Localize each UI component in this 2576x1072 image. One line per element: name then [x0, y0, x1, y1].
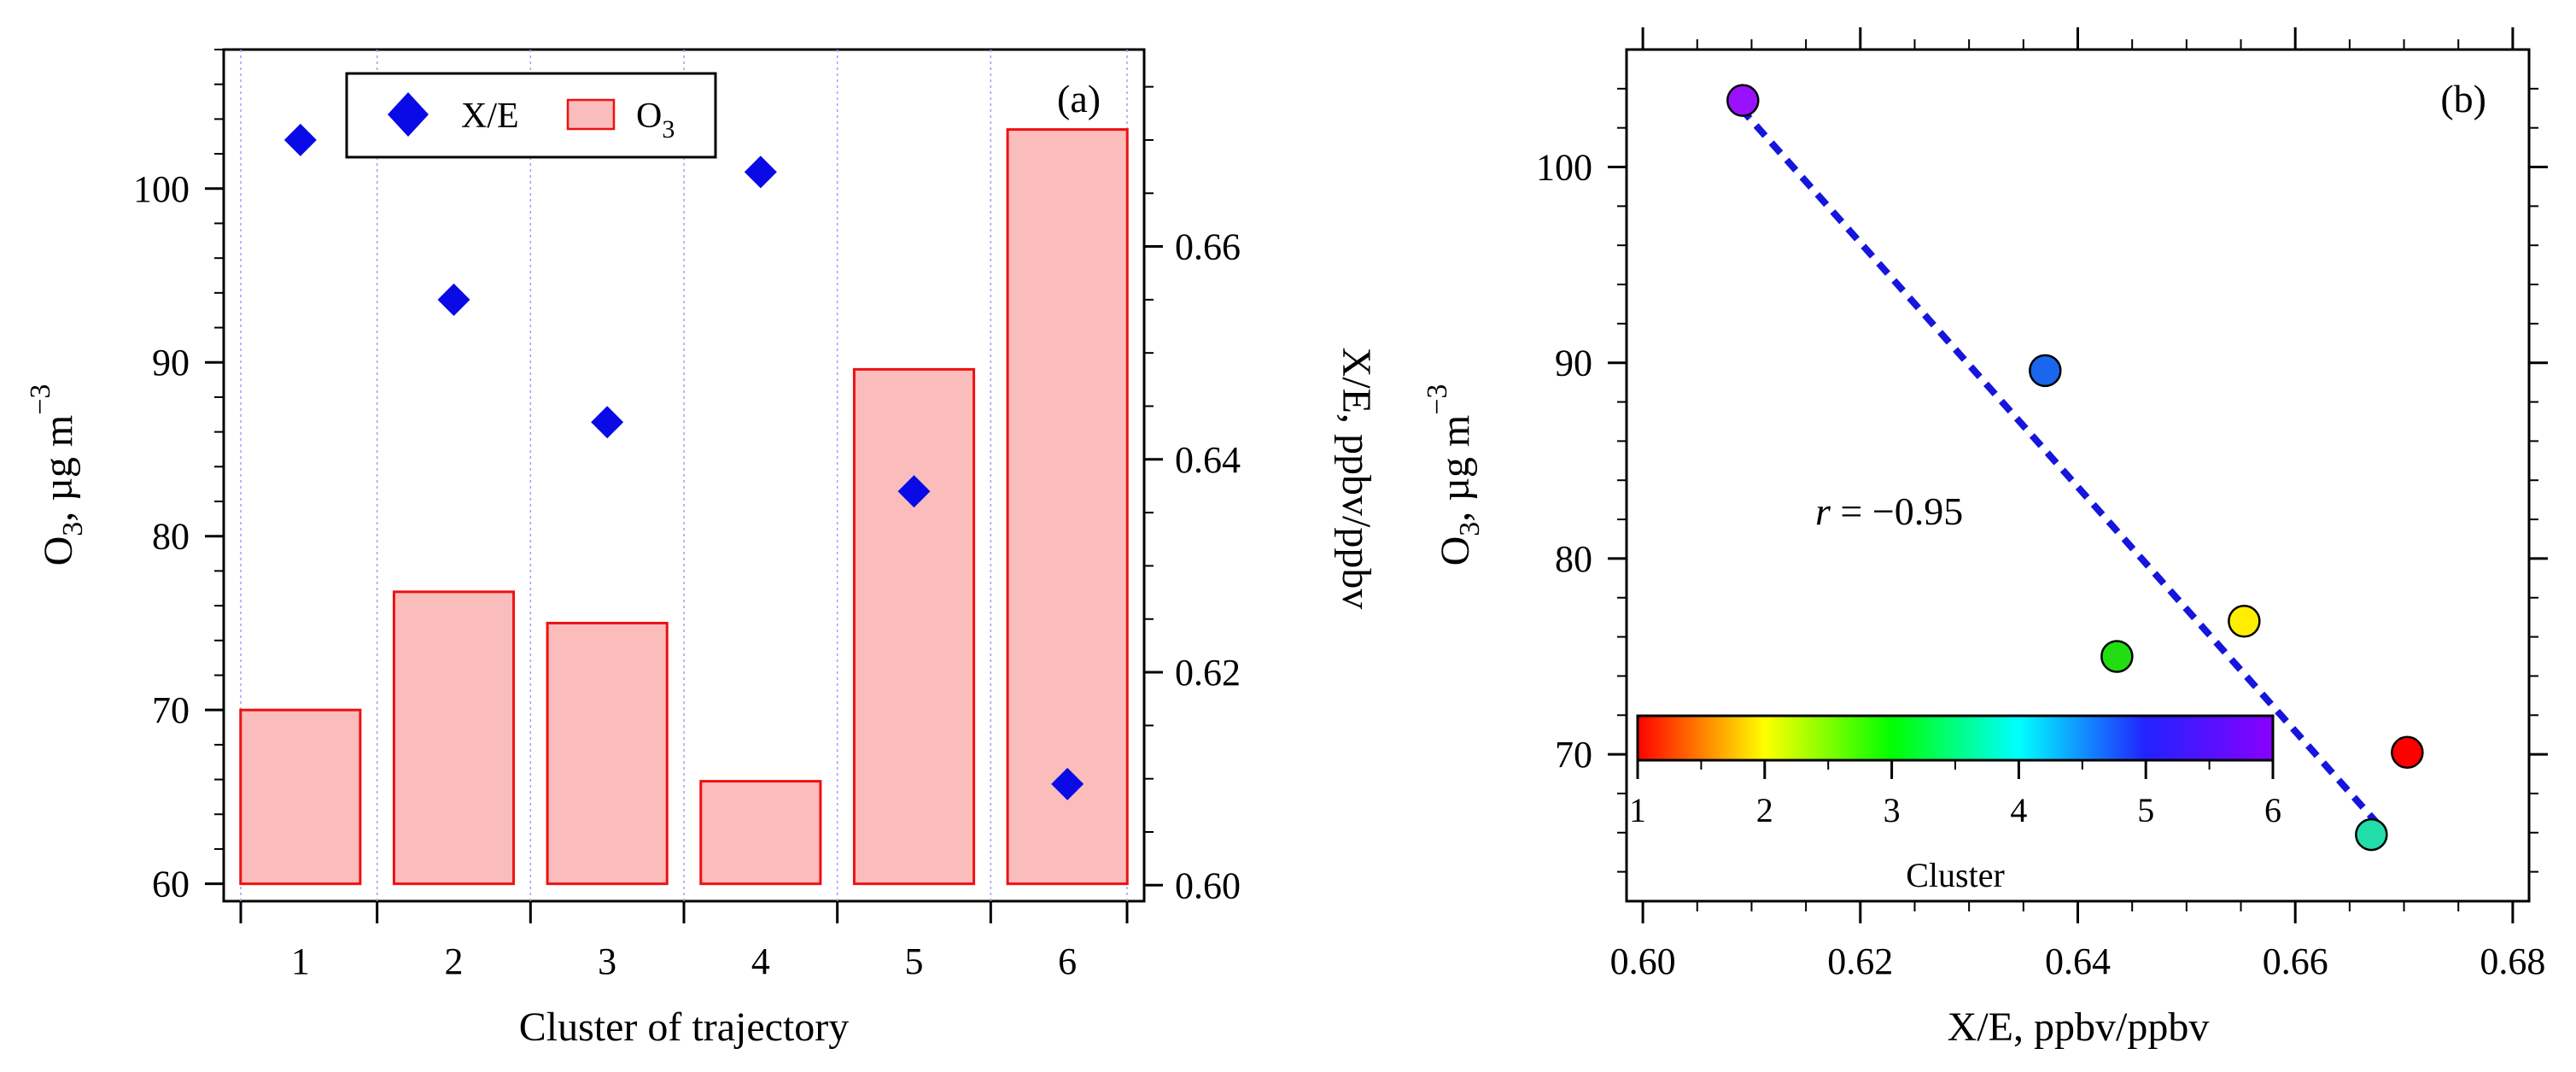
colorbar-ticks: 1 2 3 4 5 6: [1629, 760, 2281, 829]
colorbar-tick-label: 4: [2010, 791, 2027, 829]
cluster-point-4: [2355, 817, 2388, 852]
colorbar-tick-label: 2: [1756, 791, 1773, 829]
panel-b-x-axis-title: X/E, ppbv/ppbv: [1948, 1005, 2210, 1050]
y-tick-label: 100: [133, 168, 190, 210]
x-tick-label: 0.66: [2263, 940, 2328, 982]
o3-bar-cluster-1: [239, 708, 362, 886]
colorbar-title: Cluster: [1906, 856, 2005, 894]
colorbar-tick-label: 5: [2137, 791, 2154, 829]
y2-tick-label: 0.62: [1175, 652, 1241, 694]
x-tick-label: 1: [291, 940, 310, 982]
x-tick-label: 4: [751, 940, 770, 982]
cluster-point-6: [1726, 84, 1760, 117]
y-tick-label: 80: [152, 516, 190, 558]
legend-label-o3: O3: [636, 97, 675, 144]
x-tick-label: 0.62: [1827, 940, 1893, 982]
colorbar-tick-label: 1: [1629, 791, 1646, 829]
cluster-point-3: [2100, 640, 2134, 673]
y-tick-label: 90: [1555, 343, 1592, 384]
y2-tick-label: 0.60: [1175, 864, 1241, 906]
panel-b-label: (b): [2440, 77, 2486, 120]
colorbar: 1 2 3 4 5 6 Cluster: [1629, 714, 2281, 894]
legend-diamond-icon: [388, 92, 429, 137]
y-tick-label: 90: [152, 342, 190, 384]
xe-marker-cluster-2: [437, 283, 470, 316]
correlation-annotation: r = −0.95: [1815, 489, 1963, 533]
panel-a-gridlines: [240, 50, 1128, 901]
xe-marker-cluster-6: [1051, 767, 1084, 800]
o3-bar-cluster-3: [546, 621, 669, 886]
panel-a-right-axis: 0.60 0.62 0.64 0.66: [1144, 85, 1241, 906]
cluster-point-1: [2391, 735, 2424, 770]
x-tick-label: 0.60: [1610, 940, 1676, 982]
xe-marker-series: [283, 123, 1084, 800]
y-tick-label: 60: [152, 864, 190, 905]
y2-tick-label: 0.66: [1175, 226, 1241, 268]
legend-label-xe: X/E: [461, 97, 519, 136]
x-tick-label: 3: [598, 940, 616, 982]
panel-b-frame: [1625, 48, 2531, 903]
y-tick-label: 80: [1555, 538, 1592, 580]
panel-b-y-axis: 70 80 90 100: [1536, 87, 2548, 873]
colorbar-gradient: [1636, 714, 2275, 762]
x-tick-label: 0.68: [2480, 940, 2545, 982]
legend-o3-swatch: [566, 98, 616, 131]
colorbar-tick-label: 6: [2264, 791, 2281, 829]
panel-a-left-axis: 60 70 80 90 100: [133, 49, 224, 905]
panel-a-x-axis: 1 2 3 4 5 6: [239, 901, 1129, 982]
cluster-points: [1726, 84, 2424, 852]
x-tick-label: 5: [905, 940, 924, 982]
panel-a-y-axis-title: O3, µg m−3: [25, 384, 89, 566]
o3-bar-cluster-2: [392, 590, 516, 886]
xe-marker-cluster-1: [283, 123, 317, 156]
panel-a: 60 70 80 90 100 0.60 0.62 0.64 0.66 1 2 3 4 5 6 X/E …: [25, 48, 1379, 1050]
y-tick-label: 70: [152, 689, 190, 731]
xe-marker-cluster-4: [744, 155, 777, 189]
xe-marker-cluster-5: [897, 475, 931, 508]
y-tick-label: 100: [1536, 147, 1592, 189]
cluster-point-5: [2029, 354, 2062, 388]
y2-tick-label: 0.64: [1175, 439, 1241, 481]
x-tick-label: 6: [1058, 940, 1077, 982]
o3-bar-cluster-5: [852, 367, 976, 886]
cluster-point-2: [2228, 605, 2261, 638]
panel-b-x-axis: 0.60 0.62 0.64 0.66 0.68: [1610, 27, 2545, 982]
panel-a-label: (a): [1057, 77, 1101, 120]
panel-a-right-axis-title: X/E, ppbv/ppbv: [1334, 348, 1379, 610]
o3-bar-series: [239, 128, 1129, 886]
panel-a-legend: X/E O3: [345, 72, 717, 159]
o3-bar-cluster-6: [1006, 128, 1129, 886]
xe-marker-cluster-3: [591, 406, 624, 439]
x-tick-label: 2: [445, 940, 464, 982]
regression-line: [1738, 106, 2380, 825]
panel-b: 0.60 0.62 0.64 0.66 0.68 70 80 90 100 (b) r = −…: [1422, 27, 2548, 1050]
panel-a-x-axis-title: Cluster of trajectory: [519, 1005, 850, 1050]
panel-b-y-axis-title: O3, µg m−3: [1422, 384, 1486, 566]
x-tick-label: 0.64: [2045, 940, 2111, 982]
colorbar-tick-label: 3: [1884, 791, 1901, 829]
o3-bar-cluster-4: [699, 780, 822, 886]
y-tick-label: 70: [1555, 734, 1592, 776]
